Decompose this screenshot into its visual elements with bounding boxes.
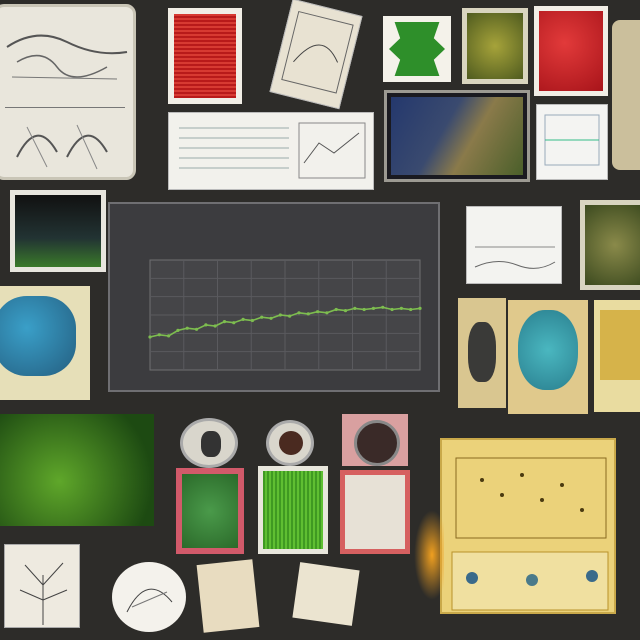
- data-point: [232, 321, 236, 325]
- yellow-specimen-image: [600, 310, 640, 380]
- data-point: [260, 315, 264, 319]
- data-point: [334, 307, 338, 312]
- data-point: [241, 317, 245, 321]
- feather-specimen-card: [340, 470, 410, 554]
- round-specimen-1: [180, 418, 238, 468]
- shell-drawing: [126, 588, 173, 613]
- spectrogram-image: [15, 195, 101, 267]
- yellow-scatter-plot: [451, 457, 609, 611]
- anatomy-sketch-drawing: [5, 34, 128, 170]
- small-chart-drawing: [544, 114, 600, 166]
- rock-specimen-image: [468, 322, 496, 382]
- tree-drawing: [19, 562, 68, 625]
- blue-coral-card: [0, 286, 90, 400]
- green-grass-card: [258, 466, 328, 554]
- orange-accent: [414, 510, 444, 600]
- plot-document-drawing: [474, 246, 556, 269]
- blue-specimen-card: [508, 300, 588, 414]
- document-diagram-sheet: [168, 112, 374, 190]
- data-point: [194, 327, 199, 331]
- data-point: [399, 306, 403, 310]
- pink-leaf-card: [176, 468, 244, 554]
- plant-specimen-image: [467, 13, 523, 79]
- green-specimen-card: [383, 16, 451, 82]
- data-point: [343, 309, 348, 313]
- data-point: [278, 313, 282, 317]
- blue-coral-image: [0, 296, 76, 376]
- paper-sketch-drawing: [281, 10, 354, 94]
- tilted-paper-sketch: [269, 0, 363, 110]
- data-point: [315, 310, 320, 314]
- spectrogram-card: [10, 190, 106, 272]
- data-point: [362, 307, 366, 312]
- document-diagram-drawing: [179, 122, 366, 179]
- pink-leaf-image: [182, 474, 238, 548]
- data-point: [167, 334, 171, 338]
- tree-drawing-card: [4, 544, 80, 628]
- data-point: [418, 306, 422, 310]
- main-chart-plot: [148, 259, 422, 371]
- red-specimen-card: [534, 6, 608, 96]
- data-point: [176, 328, 180, 332]
- red-texture-card: [168, 8, 242, 104]
- data-point: [185, 326, 189, 330]
- data-point: [157, 333, 161, 337]
- monitor-photo: [384, 90, 530, 182]
- round-specimen-3-image: [354, 420, 400, 466]
- moss-image: [585, 205, 640, 285]
- data-point: [213, 324, 217, 328]
- data-point: [409, 307, 413, 312]
- blue-specimen-image: [518, 310, 578, 390]
- yellow-scatter-poster: [440, 438, 616, 614]
- right-edge-card: [612, 20, 640, 170]
- data-point: [288, 314, 292, 318]
- round-specimen-1-image: [201, 431, 221, 457]
- round-specimen-2-image: [279, 431, 303, 455]
- moss-card: [580, 200, 640, 290]
- small-chart-sheet: [536, 104, 608, 180]
- red-specimen-image: [539, 11, 603, 91]
- data-point: [371, 306, 376, 310]
- data-point: [269, 316, 273, 320]
- data-point: [390, 307, 394, 312]
- data-point: [148, 335, 152, 339]
- data-point: [250, 318, 255, 323]
- data-point: [353, 306, 357, 310]
- data-point: [325, 311, 329, 315]
- red-texture-image: [174, 14, 236, 98]
- green-grass-image: [263, 471, 323, 549]
- data-point: [204, 323, 208, 327]
- paper-note-2: [292, 562, 360, 626]
- monitor-photo-image: [391, 97, 523, 175]
- plant-specimen-card: [462, 8, 528, 84]
- yellow-specimen-card: [594, 300, 640, 412]
- anatomy-sketch-panel: [0, 4, 136, 180]
- green-specimen-image: [389, 22, 445, 76]
- round-specimen-2: [266, 420, 314, 466]
- plot-document-sheet: [466, 206, 562, 284]
- data-point: [222, 320, 227, 324]
- main-chart-panel: [108, 202, 440, 392]
- data-point: [381, 305, 385, 309]
- feather-specimen-image: [345, 475, 405, 549]
- data-point: [297, 311, 301, 315]
- data-point: [306, 312, 310, 316]
- shell-drawing-card: [112, 562, 186, 632]
- green-foliage-photo: [0, 414, 154, 526]
- round-specimen-3-card: [342, 414, 408, 466]
- rock-specimen-card: [458, 298, 506, 408]
- paper-note-1: [196, 559, 260, 633]
